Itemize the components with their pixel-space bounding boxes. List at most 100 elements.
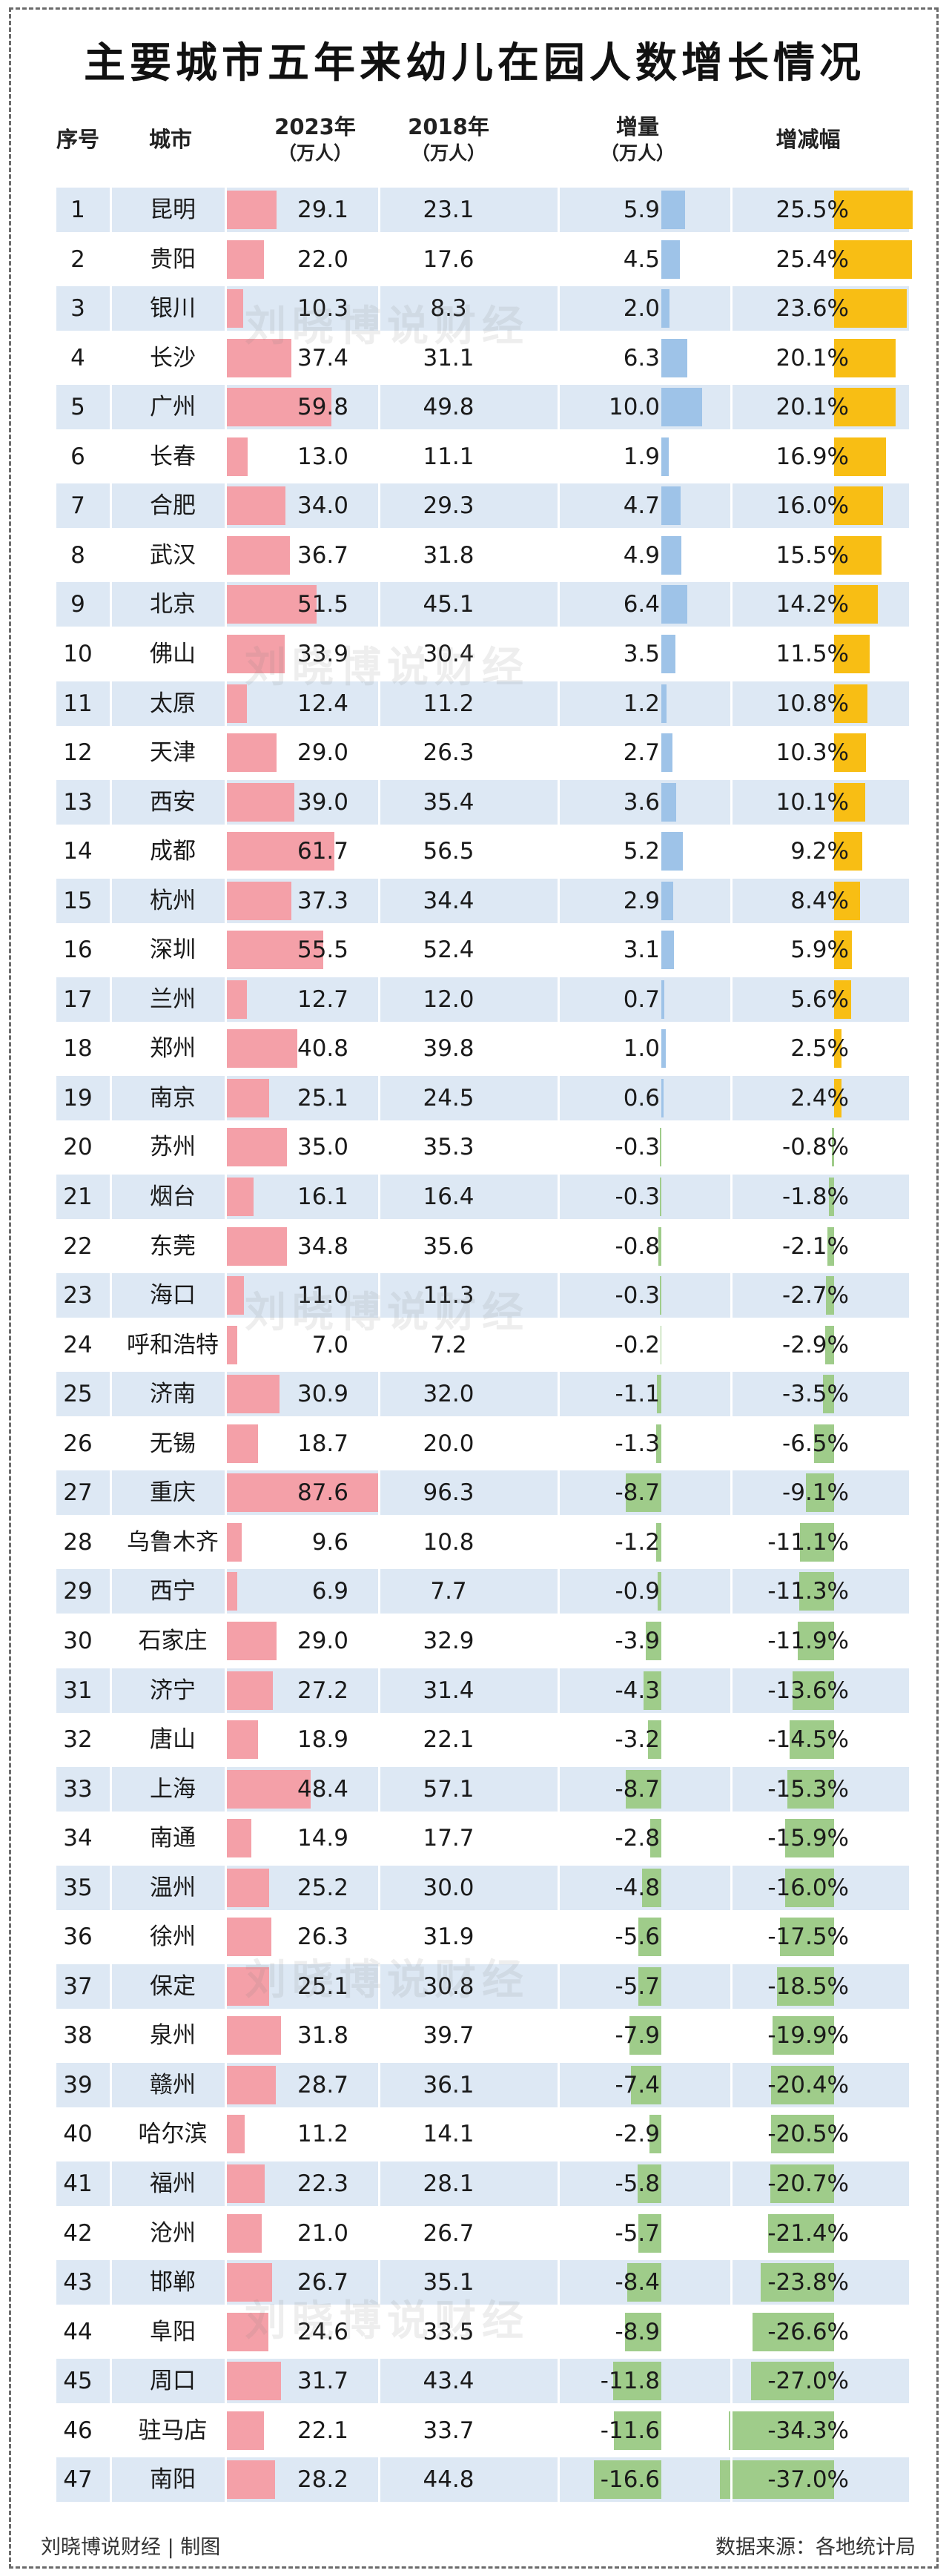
row-2018-value: 7.2	[430, 1331, 467, 1358]
bar-growth	[814, 1424, 834, 1463]
bar-growth	[827, 1226, 834, 1266]
row-2018-value: 32.9	[423, 1627, 474, 1654]
row-growth-value: -14.5%	[767, 1726, 849, 1754]
row-2023-value: 51.5	[297, 591, 348, 618]
row-2018-value: 33.7	[423, 2417, 474, 2444]
row-growth-value: -2.9%	[782, 1331, 849, 1358]
row-2018-value: 11.2	[423, 690, 474, 717]
row-2023-value: 29.1	[297, 196, 348, 223]
header-2018-unit: （万人）	[411, 142, 486, 164]
bar-increase	[661, 931, 675, 970]
bar-2023	[225, 1819, 251, 1858]
row-2023-value: 11.0	[297, 1282, 348, 1310]
bar-growth	[834, 634, 870, 673]
bar-growth	[792, 1671, 834, 1710]
row-band	[56, 681, 909, 726]
row-2023-value: 22.3	[297, 2170, 348, 2197]
row-increase-value: 4.7	[623, 492, 660, 520]
bar-2023	[225, 1769, 311, 1809]
bar-2023	[225, 684, 247, 723]
bar-growth	[752, 2312, 834, 2351]
bar-growth	[806, 1473, 834, 1513]
row-2023-value: 6.9	[311, 1578, 348, 1605]
row-city: 贵阳	[150, 245, 196, 273]
row-city: 南京	[150, 1084, 196, 1112]
row-growth-value: -15.3%	[767, 1775, 849, 1803]
bar-increase	[661, 881, 673, 920]
bar-growth	[834, 733, 866, 773]
row-city: 兰州	[150, 985, 196, 1013]
row-increase-value: -8.9	[615, 2318, 661, 2345]
bar-growth	[834, 240, 913, 279]
row-index: 20	[63, 1134, 93, 1161]
bar-growth	[825, 1276, 834, 1315]
row-band	[56, 1372, 909, 1417]
row-growth-value: -20.7%	[767, 2170, 849, 2197]
row-growth-value: 16.0%	[776, 492, 849, 520]
row-city: 天津	[150, 739, 196, 767]
bar-2023	[225, 437, 248, 476]
bar-increase	[658, 1226, 661, 1266]
bar-2023	[225, 2115, 245, 2154]
bar-2023	[225, 1078, 270, 1117]
row-2023-value: 13.0	[297, 443, 348, 470]
bar-increase	[648, 1720, 661, 1760]
bar-growth	[834, 980, 852, 1019]
row-2023-value: 31.7	[297, 2368, 348, 2395]
row-growth-value: 2.5%	[790, 1035, 849, 1063]
row-2018-value: 11.3	[423, 1282, 474, 1310]
row-city: 周口	[150, 2368, 196, 2395]
row-city: 邯郸	[150, 2269, 196, 2296]
row-2018-value: 28.1	[423, 2170, 474, 2197]
bar-2023	[225, 733, 277, 773]
bar-increase	[660, 1128, 661, 1167]
row-2018-value: 35.6	[423, 1232, 474, 1260]
row-city: 烟台	[150, 1183, 196, 1210]
row-2023-value: 55.5	[297, 937, 348, 964]
row-increase-value: 2.9	[623, 887, 660, 914]
row-growth-value: -23.8%	[767, 2269, 849, 2296]
row-index: 39	[63, 2071, 93, 2098]
bar-growth	[828, 1178, 834, 1216]
column-separator	[225, 185, 227, 2505]
bar-growth	[834, 832, 863, 871]
row-city: 西安	[150, 788, 196, 816]
row-band	[56, 582, 909, 627]
row-city: 西宁	[150, 1578, 196, 1605]
bar-2023	[225, 1424, 258, 1463]
row-band	[56, 1766, 909, 1812]
header-increase-unit: （万人）	[600, 142, 675, 164]
row-growth-value: 25.4%	[776, 245, 849, 273]
row-increase-value: -0.3	[615, 1183, 661, 1210]
row-city: 南阳	[150, 2466, 196, 2494]
row-growth-value: -11.9%	[767, 1627, 849, 1654]
bar-growth	[784, 1868, 834, 1907]
chart-frame	[9, 7, 939, 2569]
row-increase-value: 2.0	[623, 295, 660, 323]
row-growth-value: 5.6%	[790, 985, 849, 1013]
row-band	[56, 2161, 909, 2206]
row-increase-value: -3.9	[615, 1627, 661, 1654]
row-index: 3	[70, 295, 85, 323]
row-2023-value: 28.2	[297, 2466, 348, 2494]
bar-growth	[773, 2016, 834, 2055]
row-index: 10	[63, 640, 93, 667]
row-index: 16	[63, 937, 93, 964]
row-index: 18	[63, 1035, 93, 1063]
bar-2023	[225, 2016, 282, 2055]
row-index: 22	[63, 1232, 93, 1260]
row-2023-value: 26.7	[297, 2269, 348, 2296]
row-growth-value: 20.1%	[776, 344, 849, 371]
row-2023-value: 12.4	[297, 690, 348, 717]
row-2018-value: 39.8	[423, 1035, 474, 1063]
row-index: 11	[63, 690, 93, 717]
row-band	[56, 878, 909, 923]
row-2023-value: 7.0	[311, 1331, 348, 1358]
row-2023-value: 10.3	[297, 295, 348, 323]
row-increase-value: -11.8	[600, 2368, 660, 2395]
row-increase-value: -7.4	[615, 2071, 661, 2098]
bar-growth	[824, 1325, 834, 1364]
row-growth-value: -20.4%	[767, 2071, 849, 2098]
row-2023-value: 59.8	[297, 394, 348, 421]
